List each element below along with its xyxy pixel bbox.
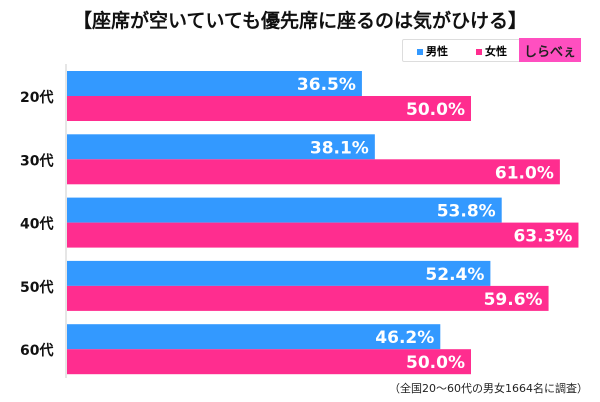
legend-male: 男性	[417, 43, 448, 59]
data-label: 52.4%	[425, 265, 484, 285]
data-label: 38.1%	[310, 138, 369, 158]
legend-female: 女性	[476, 43, 507, 59]
category-label: 30代	[20, 152, 53, 169]
logo: しらべぇ	[519, 38, 581, 62]
data-label: 53.8%	[437, 202, 496, 222]
bar-male	[67, 71, 362, 96]
data-label: 36.5%	[297, 75, 356, 95]
chart-title: 【座席が空いていても優先席に座るのは気がひける】	[73, 10, 527, 32]
bar-female	[67, 285, 549, 311]
data-label: 46.2%	[375, 328, 434, 348]
bar-male	[67, 324, 441, 350]
category-label: 40代	[20, 216, 53, 233]
data-label: 61.0%	[495, 163, 554, 183]
bar-male	[67, 197, 502, 223]
bar-male	[67, 260, 491, 286]
survey-note: （全国20〜60代の男女1664名に調査）	[389, 382, 588, 395]
data-label: 63.3%	[513, 227, 572, 247]
category-label: 20代	[20, 89, 53, 106]
category-label: 60代	[20, 342, 53, 359]
bar-male	[67, 134, 375, 160]
bar-female	[67, 222, 579, 248]
bar-female	[67, 96, 471, 121]
bar-female	[67, 349, 471, 375]
data-label: 59.6%	[484, 290, 543, 310]
category-label: 50代	[20, 279, 53, 296]
data-label: 50.0%	[406, 100, 465, 120]
data-label: 50.0%	[406, 353, 465, 373]
bar-female	[67, 159, 560, 185]
